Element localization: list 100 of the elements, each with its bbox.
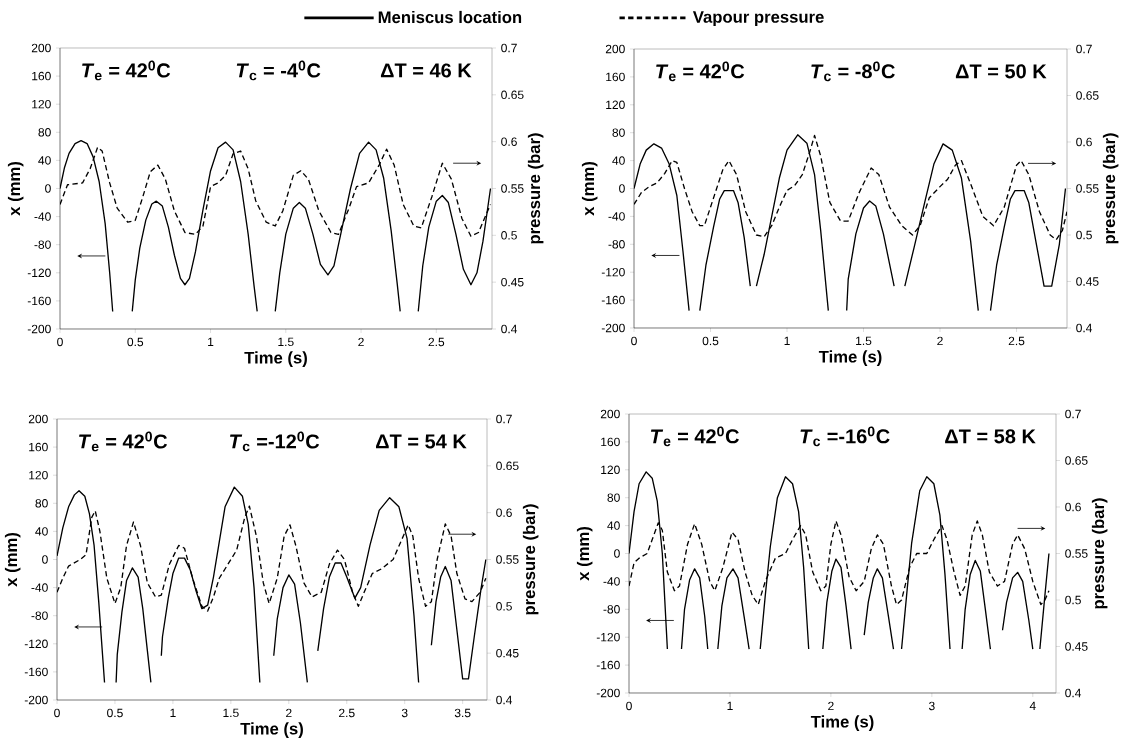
y-tick-label: 80 — [35, 499, 48, 508]
y2-tick-label: 0.4 — [1065, 688, 1082, 698]
annotation: T$_{c}$ = -4$^{0}$C — [236, 60, 321, 81]
y2-axis-title: pressure (bar) — [1091, 498, 1108, 609]
y2-tick-label: 0.45 — [501, 277, 524, 287]
y-tick-label: -40 — [608, 212, 625, 221]
annotation: T$_{e}$ = 42$^{0}$C — [82, 60, 171, 81]
x-tick-label: 3 — [401, 708, 408, 718]
annotation: T$_{e}$ = 42$^{0}$C — [79, 431, 168, 452]
y-axis-title: x (mm) — [7, 162, 24, 216]
x-tick-label: 0.5 — [107, 708, 123, 718]
y-tick-label: 0 — [619, 184, 625, 193]
annotation: ΔT = 58 K — [945, 429, 1036, 444]
y-tick-label: 200 — [28, 414, 48, 424]
y2-tick-label: 0.4 — [496, 695, 513, 705]
y2-tick-label: 0.5 — [496, 602, 512, 611]
y-tick-label: -80 — [603, 605, 620, 614]
y-tick-label: 120 — [29, 470, 48, 480]
x-tick-label: 0 — [631, 336, 637, 346]
y2-tick-label: 0.7 — [501, 43, 517, 53]
y2-tick-label: 0.7 — [1065, 409, 1081, 419]
x-axis-title: Time (s) — [810, 715, 874, 731]
y2-tick-label: 0.4 — [1076, 323, 1093, 333]
y-tick-label: -200 — [27, 324, 51, 334]
x-axis-title: Time (s) — [818, 350, 882, 366]
annotation: T$_{c}$ =-12$^{0}$C — [230, 431, 320, 452]
y2-axis-title: pressure (bar) — [527, 133, 544, 244]
y-tick-label: 80 — [612, 128, 625, 137]
legend-label: Vapour pressure — [692, 11, 824, 27]
y-tick-label: -200 — [596, 688, 620, 698]
y-tick-label: -40 — [34, 212, 51, 221]
y2-tick-label: 0.5 — [1065, 595, 1081, 605]
y2-tick-label: 0.65 — [1076, 91, 1099, 100]
y-tick-label: 80 — [607, 493, 620, 502]
y2-tick-label: 0.5 — [501, 231, 517, 240]
y-tick-label: 200 — [600, 409, 620, 419]
y-tick-label: 160 — [29, 442, 48, 452]
x-tick-label: 3.5 — [454, 708, 471, 718]
y2-tick-label: 0.6 — [501, 137, 517, 146]
y-tick-label: 80 — [38, 128, 51, 137]
x-tick-label: 1 — [727, 701, 733, 710]
y-tick-label: -120 — [27, 268, 51, 278]
y-tick-label: 40 — [38, 156, 51, 165]
y2-tick-label: 0.6 — [1076, 137, 1092, 147]
x-tick-label: 1.5 — [278, 337, 294, 347]
annotation: T$_{c}$ = -8$^{0}$C — [811, 61, 895, 82]
y2-tick-label: 0.7 — [1076, 44, 1092, 54]
y2-tick-label: 0.65 — [1065, 456, 1088, 465]
y-axis-title: x (mm) — [576, 527, 593, 581]
x-tick-label: 2 — [828, 701, 834, 711]
y-tick-label: -80 — [31, 611, 48, 620]
y-tick-label: -200 — [601, 323, 625, 333]
y2-tick-label: 0.55 — [501, 184, 524, 193]
x-tick-label: 0.5 — [127, 337, 144, 347]
y2-tick-label: 0.5 — [1076, 230, 1092, 240]
y-tick-label: -120 — [24, 639, 48, 649]
x-tick-label: 2.5 — [428, 337, 445, 347]
annotation: ΔT = 46 K — [380, 63, 472, 78]
x-tick-label: 2.5 — [1008, 336, 1025, 346]
y-tick-label: -200 — [24, 695, 48, 705]
y-tick-label: 120 — [606, 100, 625, 110]
y-tick-label: -160 — [596, 660, 620, 670]
y2-tick-label: 0.45 — [1076, 277, 1099, 286]
x-tick-label: 0 — [626, 701, 632, 711]
y2-tick-label: 0.55 — [496, 555, 519, 564]
y-tick-label: -120 — [596, 632, 620, 642]
y-tick-label: 160 — [606, 72, 625, 82]
annotation: T$_{e}$ = 42$^{0}$C — [650, 426, 739, 447]
y-tick-label: 200 — [605, 44, 625, 54]
x-axis-title: Time (s) — [244, 351, 307, 367]
x-tick-label: 0 — [54, 708, 60, 718]
y-tick-label: -80 — [608, 240, 625, 249]
y2-tick-label: 0.4 — [501, 324, 518, 334]
legend-label: Meniscus location — [378, 10, 522, 24]
x-tick-label: 2 — [937, 336, 943, 346]
y-tick-label: 40 — [35, 527, 48, 536]
x-tick-label: 0.5 — [702, 336, 719, 346]
y-tick-label: -160 — [24, 667, 48, 677]
x-tick-label: 2.5 — [339, 708, 355, 718]
y2-tick-label: 0.55 — [1065, 549, 1088, 558]
y2-tick-label: 0.65 — [496, 461, 519, 471]
y-tick-label: 0 — [42, 555, 48, 564]
y-axis-title: x (mm) — [581, 162, 598, 216]
x-tick-label: 4 — [1029, 701, 1036, 710]
y2-tick-label: 0.6 — [1065, 502, 1081, 512]
y-tick-label: -40 — [31, 583, 48, 592]
annotation: T$_{c}$ =-16$^{0}$C — [800, 426, 890, 447]
y-tick-label: 0 — [45, 184, 51, 193]
x-tick-label: 1.5 — [856, 336, 872, 346]
x-tick-label: 1.5 — [223, 708, 239, 718]
annotation: ΔT = 54 K — [376, 434, 467, 449]
y-tick-label: 200 — [31, 43, 51, 53]
y-tick-label: 120 — [601, 465, 620, 475]
x-tick-label: 3 — [928, 701, 935, 711]
x-tick-label: 1 — [170, 708, 176, 717]
x-tick-label: 0 — [57, 337, 63, 347]
y-tick-label: 120 — [32, 99, 51, 109]
x-axis-title: Time (s) — [240, 722, 303, 738]
y2-axis-title: pressure (bar) — [522, 504, 539, 615]
y2-tick-label: 0.45 — [496, 648, 519, 658]
